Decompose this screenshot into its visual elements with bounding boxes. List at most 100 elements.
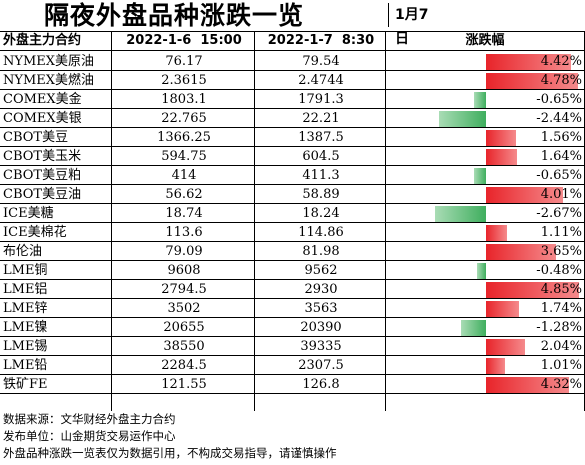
contract-name: LME铝 xyxy=(3,282,48,297)
price-after: 22.21 xyxy=(302,111,340,126)
price-before: 113.6 xyxy=(165,225,203,240)
contract-name: CBOT美豆 xyxy=(3,130,69,145)
change-percent: -0.48% xyxy=(536,263,582,278)
contract-name: LME铅 xyxy=(3,358,48,373)
change-percent: 4.85% xyxy=(540,282,582,297)
change-bar xyxy=(461,320,486,336)
price-after: 20390 xyxy=(300,320,342,335)
price-after: 604.5 xyxy=(302,149,340,164)
change-bar xyxy=(486,339,526,355)
contract-name: LME锌 xyxy=(3,301,48,316)
change-percent: 1.64% xyxy=(540,149,582,164)
price-before: 1366.25 xyxy=(157,130,211,145)
price-after: 2.4744 xyxy=(298,73,344,88)
contract-name: LME铜 xyxy=(3,263,48,278)
price-after: 81.98 xyxy=(302,244,340,259)
price-before: 414 xyxy=(171,168,197,183)
contract-name: COMEX美银 xyxy=(3,111,82,126)
price-before: 2794.5 xyxy=(161,282,207,297)
price-before: 22.765 xyxy=(161,111,207,126)
change-percent: -1.28% xyxy=(536,320,582,335)
table-row: CBOT美玉米 594.75 604.5 1.64% xyxy=(0,147,585,166)
note-disclaimer: 外盘品种涨跌一览表仅为数据引用，不构成交易指导，请谨慎操作 xyxy=(3,446,337,460)
price-after: 79.54 xyxy=(302,54,340,69)
table-row: CBOT美豆粕 414 411.3 -0.65% xyxy=(0,166,585,185)
sheet-date: 1月7日 xyxy=(388,3,438,47)
change-bar xyxy=(434,206,486,222)
footnotes: 数据来源：文华财经外盘主力合约 发布单位：山金期货交易运作中心 外盘品种涨跌一览… xyxy=(0,411,585,462)
sheet-title: 隔夜外盘品种涨跌一览 xyxy=(44,1,305,30)
header-v2: 2022-1-7 8:30 xyxy=(267,33,375,48)
price-before: 3502 xyxy=(167,301,201,316)
price-after: 411.3 xyxy=(302,168,340,183)
change-bar xyxy=(486,282,580,298)
change-percent: -2.44% xyxy=(536,111,582,126)
change-percent: 1.56% xyxy=(540,130,582,145)
change-bar xyxy=(473,92,486,108)
price-after: 2307.5 xyxy=(298,358,344,373)
price-before: 9608 xyxy=(167,263,201,278)
price-after: 3563 xyxy=(304,301,338,316)
change-percent: 1.01% xyxy=(540,358,582,373)
change-bar xyxy=(439,111,486,127)
price-after: 18.24 xyxy=(302,206,340,221)
contract-name: ICE美棉花 xyxy=(3,225,67,240)
change-percent: -0.65% xyxy=(536,92,582,107)
change-percent: 3.65% xyxy=(540,244,582,259)
change-percent: 2.04% xyxy=(540,339,582,354)
price-after: 2930 xyxy=(304,282,338,297)
table-row: COMEX美金 1803.1 1791.3 -0.65% xyxy=(0,90,585,109)
table-row: CBOT美豆油 56.62 58.89 4.01% xyxy=(0,185,585,204)
price-after: 58.89 xyxy=(302,187,340,202)
table-row: 布伦油 79.09 81.98 3.65% xyxy=(0,242,585,261)
contract-name: ICE美糖 xyxy=(3,206,54,221)
price-before: 2.3615 xyxy=(161,73,207,88)
change-bar xyxy=(486,187,563,203)
change-bar xyxy=(476,263,486,279)
change-bar xyxy=(486,358,506,374)
contract-name: NYMEX美原油 xyxy=(3,54,95,69)
column-divider xyxy=(385,31,386,411)
change-percent: 4.01% xyxy=(540,187,582,202)
table-row: ICE美糖 18.74 18.24 -2.67% xyxy=(0,204,585,223)
table-row: LME锌 3502 3563 1.74% xyxy=(0,299,585,318)
table-row: LME铝 2794.5 2930 4.85% xyxy=(0,280,585,299)
change-percent: 4.32% xyxy=(540,377,582,392)
price-before: 76.17 xyxy=(165,54,203,69)
contract-name: 铁矿FE xyxy=(3,377,48,392)
change-bar xyxy=(486,225,508,241)
price-before: 594.75 xyxy=(161,149,207,164)
change-percent: 4.78% xyxy=(540,73,582,88)
price-before: 20655 xyxy=(163,320,205,335)
change-bar xyxy=(486,244,557,260)
price-before: 2284.5 xyxy=(161,358,207,373)
change-bar xyxy=(486,73,578,89)
table-row: NYMEX美原油 76.17 79.54 4.42% xyxy=(0,52,585,71)
header-change: 涨跌幅 xyxy=(465,33,505,48)
header-v1: 2022-1-6 15:00 xyxy=(126,33,242,48)
price-before: 1803.1 xyxy=(161,92,207,107)
contract-name: COMEX美金 xyxy=(3,92,82,107)
price-before: 79.09 xyxy=(165,244,203,259)
price-after: 126.8 xyxy=(302,377,340,392)
change-percent: -2.67% xyxy=(536,206,582,221)
table-row: CBOT美豆 1366.25 1387.5 1.56% xyxy=(0,128,585,147)
price-after: 114.86 xyxy=(298,225,344,240)
contract-name: LME锡 xyxy=(3,339,48,354)
change-bar xyxy=(486,149,518,165)
change-percent: 4.42% xyxy=(540,54,582,69)
note-publisher: 发布单位：山金期货交易运作中心 xyxy=(3,429,176,443)
table-row: 铁矿FE 121.55 126.8 4.32% xyxy=(0,375,585,394)
header-name: 外盘主力合约 xyxy=(3,33,82,48)
contract-name: 布伦油 xyxy=(3,244,43,259)
price-before: 18.74 xyxy=(165,206,203,221)
table-row: COMEX美银 22.765 22.21 -2.44% xyxy=(0,109,585,128)
column-divider xyxy=(254,31,255,411)
table-row: LME铅 2284.5 2307.5 1.01% xyxy=(0,356,585,375)
price-before: 121.55 xyxy=(161,377,207,392)
change-bar xyxy=(486,54,571,70)
title-row: 隔夜外盘品种涨跌一览 1月7日 xyxy=(0,0,585,47)
contract-name: CBOT美豆粕 xyxy=(3,168,82,183)
contract-name: CBOT美豆油 xyxy=(3,187,82,202)
table-row: LME锡 38550 39335 2.04% xyxy=(0,337,585,356)
